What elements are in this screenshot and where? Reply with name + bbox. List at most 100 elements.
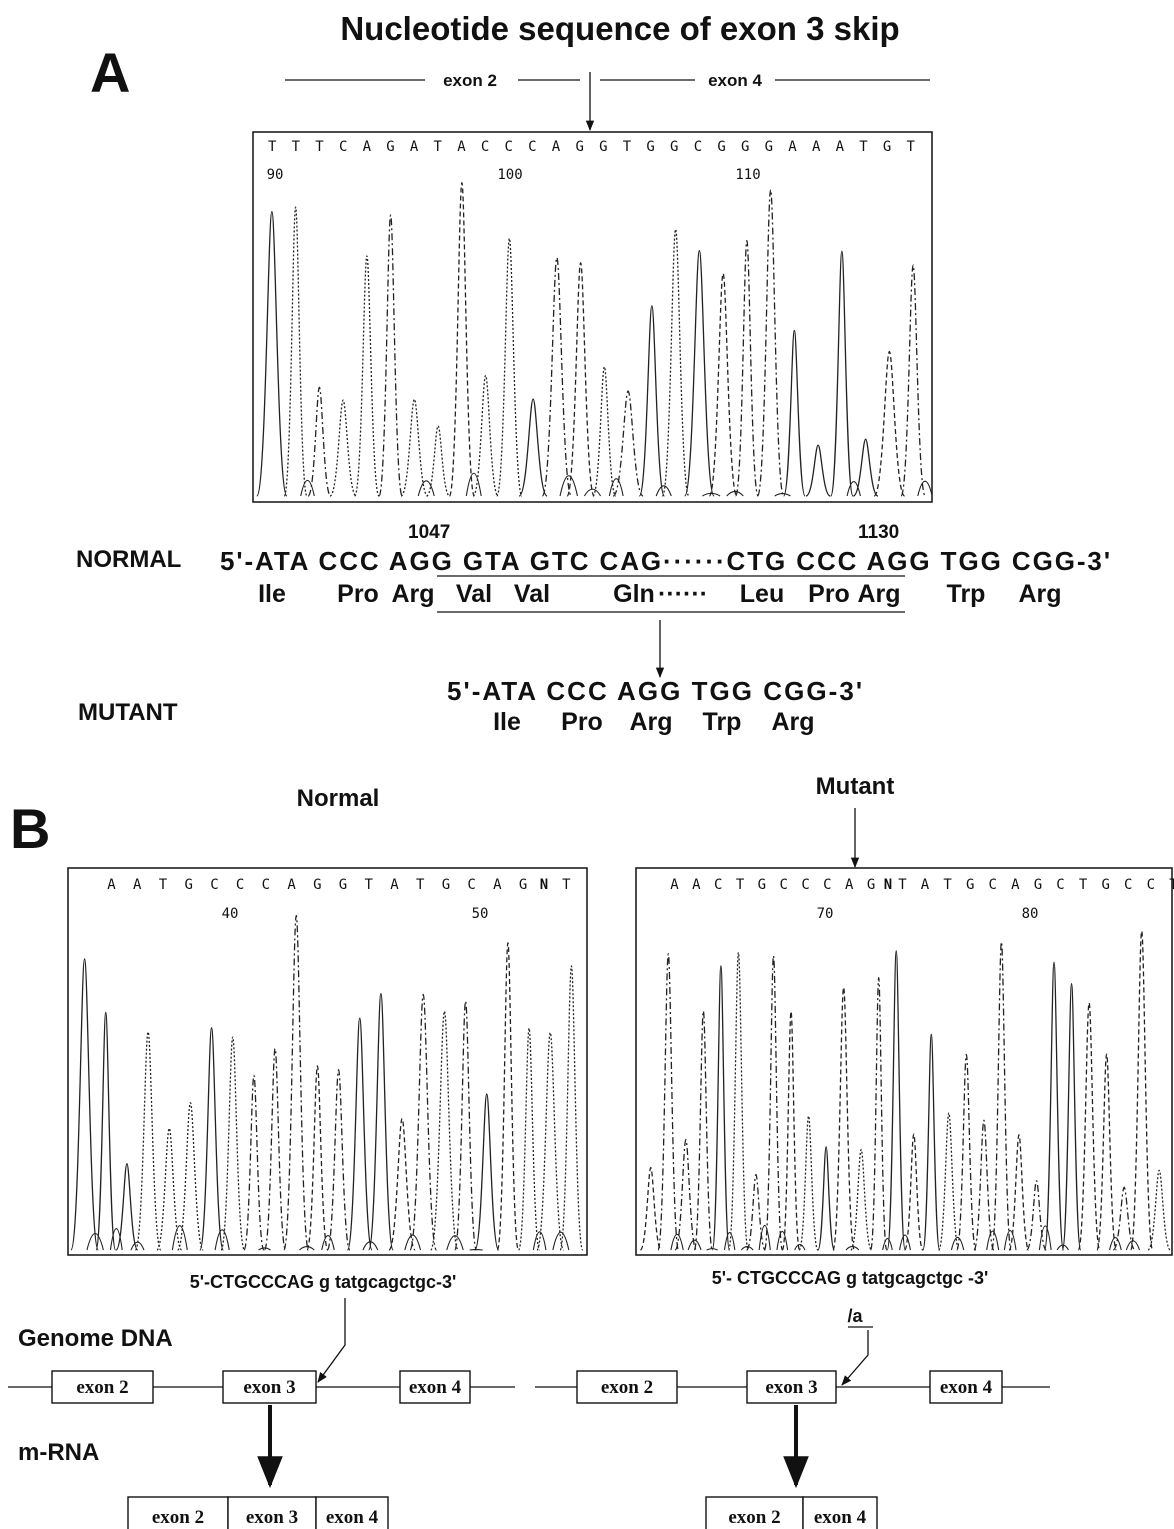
amino-acid: Leu: [740, 580, 784, 608]
trace-peak: [135, 1032, 160, 1250]
row-label: MUTANT: [78, 699, 178, 726]
trace-peak: [200, 1028, 224, 1250]
amino-acid: Pro: [561, 708, 603, 736]
position: 1047: [408, 522, 450, 543]
amino-acid: Pro: [808, 580, 850, 608]
base-calls: A A T G C C C A G G T A T G C A G: [107, 877, 527, 893]
trace-peak: [379, 215, 402, 496]
amino-acid: Ile: [493, 708, 521, 736]
trace-peak: [347, 1018, 372, 1250]
trace-peak: [330, 400, 356, 496]
position: 50: [472, 906, 489, 922]
trace-peak: [519, 1028, 540, 1250]
trace-peak: [874, 352, 904, 496]
trace-peak: [758, 190, 784, 496]
row-label: m-RNA: [18, 1439, 99, 1466]
trace-peak: [519, 399, 547, 496]
exon-label: exon 4: [409, 1377, 462, 1398]
panel-title: Mutant: [816, 773, 895, 800]
trace-peak: [883, 1239, 893, 1250]
trace-peak: [560, 966, 583, 1250]
trace-peak: [497, 238, 522, 496]
amino-acid: Trp: [703, 708, 742, 736]
exon-label: exon 2: [76, 1377, 128, 1398]
exon-label: exon 4: [708, 71, 762, 90]
trace-peak: [116, 1164, 138, 1250]
trace-peak: [662, 229, 688, 496]
trace-peak: [389, 1119, 415, 1250]
trace-peak: [1045, 962, 1064, 1250]
trace-peak: [308, 387, 331, 496]
trace-peak: [853, 439, 878, 496]
trace-peak: [609, 479, 623, 496]
position: 40: [222, 906, 239, 922]
base-calls: A A C T G C C C A G: [670, 877, 875, 893]
trace-peak: [905, 1134, 923, 1250]
trace-peak: [553, 1232, 569, 1250]
amino-acid: Arg: [629, 708, 672, 736]
amino-acid: Arg: [857, 580, 900, 608]
trace-peak: [846, 1246, 859, 1250]
trace-peak: [765, 956, 783, 1250]
trace-peak: [640, 1168, 661, 1250]
trace-peak: [775, 494, 791, 496]
amino-acid: Val: [456, 580, 492, 608]
trace-peak: [355, 256, 379, 496]
trace-peak: [831, 251, 853, 496]
trace-peak: [447, 1236, 463, 1250]
arrow: [842, 1330, 868, 1385]
position: 80: [1022, 906, 1039, 922]
exon-label: exon 4: [940, 1377, 993, 1398]
trace-peak: [299, 1247, 314, 1250]
trace-peak: [301, 480, 315, 496]
chromatogram: [71, 916, 583, 1250]
trace-peak: [567, 263, 594, 496]
base-call: N: [884, 877, 892, 893]
amino-acid: Pro: [337, 580, 379, 608]
trace-peak: [284, 207, 307, 496]
base-calls: T T T C A G A T A C C C A G G T G G C G …: [268, 139, 916, 155]
exon-label: exon 2: [443, 71, 497, 90]
trace-peak: [871, 978, 887, 1250]
amino-acid: Arg: [1018, 580, 1061, 608]
exon-label: exon 2: [601, 1377, 653, 1398]
trace-peak: [694, 1011, 712, 1250]
trace-peak: [593, 367, 616, 496]
amino-acid: Val: [514, 580, 550, 608]
trace-peak: [1027, 1181, 1047, 1250]
amino-acid: ······: [658, 580, 708, 608]
trace-peak: [707, 1249, 718, 1250]
trace-peak: [675, 1140, 696, 1250]
trace-peak: [410, 994, 436, 1250]
base-calls: A A T G C C C A G G T A T G C A GNT: [82, 877, 587, 893]
amino-acid: Ile: [258, 580, 286, 608]
trace-peak: [900, 1235, 911, 1250]
trace-peak: [658, 954, 679, 1250]
trace-peak: [307, 1066, 328, 1250]
trace-peak: [1062, 984, 1080, 1250]
trace-peak: [784, 330, 805, 496]
trace-peak: [327, 1070, 350, 1250]
exon-label: exon 4: [814, 1507, 867, 1528]
trace-peak: [709, 274, 737, 496]
dna-sequence: 5'-ATA CCC AGG TGG CGG-3': [447, 676, 862, 706]
amino-acid: Arg: [391, 580, 434, 608]
trace-peak: [401, 399, 428, 496]
trace-peak: [1078, 1003, 1099, 1250]
chromatogram-frame: [253, 132, 932, 502]
trace-peak: [1097, 1054, 1116, 1250]
trace-peak: [712, 966, 729, 1250]
trace-peak: [939, 1113, 960, 1250]
trace-peak: [542, 258, 571, 496]
trace-peak: [244, 1075, 264, 1250]
trace-peak: [613, 391, 643, 496]
trace-peak: [887, 951, 905, 1250]
base-call: T: [562, 877, 571, 893]
trace-peak: [736, 241, 759, 496]
trace-peak: [71, 959, 98, 1250]
trace-peak: [901, 265, 925, 496]
trace-peak: [799, 1116, 818, 1250]
trace-peak: [1131, 931, 1153, 1250]
title: Nucleotide sequence of exon 3 skip: [340, 10, 899, 47]
